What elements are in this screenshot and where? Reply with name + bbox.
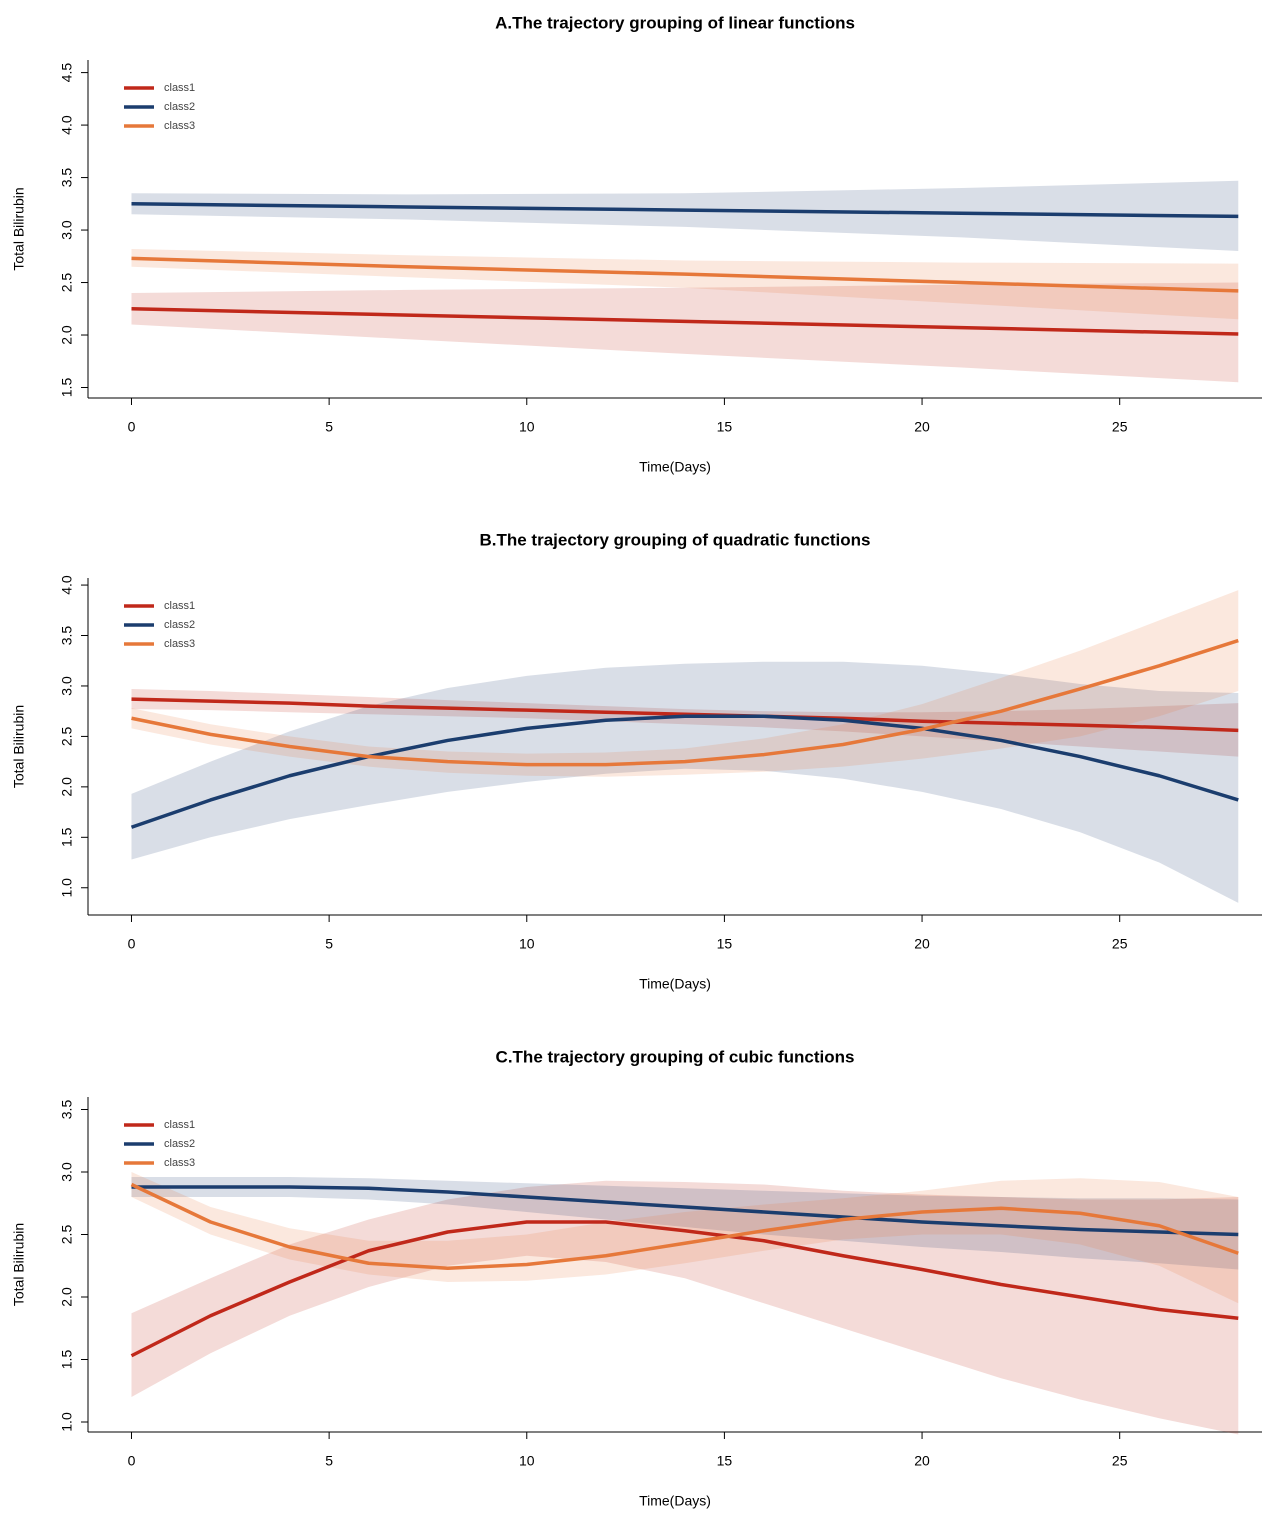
confidence-band	[131, 1172, 1239, 1304]
legend-label: class3	[164, 120, 195, 132]
y-tick-label: 3.5	[59, 1100, 75, 1120]
x-tick-label: 25	[1112, 419, 1128, 435]
series-line	[130, 1220, 1239, 1358]
series-line	[130, 714, 1239, 829]
x-axis-label: Time(Days)	[639, 1493, 711, 1509]
confidence-band	[131, 180, 1239, 252]
legend-label: class2	[164, 619, 195, 631]
chart-title: C.The trajectory grouping of cubic funct…	[496, 1047, 855, 1066]
panel: C.The trajectory grouping of cubic funct…	[11, 1047, 1262, 1509]
y-tick-label: 1.5	[59, 378, 75, 398]
x-tick-label: 10	[519, 1453, 535, 1469]
series-line	[131, 638, 1239, 767]
y-tick-label: 1.0	[59, 878, 75, 898]
y-tick-label: 2.0	[59, 1287, 75, 1307]
legend-label: class2	[164, 101, 195, 113]
confidence-band	[131, 1177, 1239, 1270]
series-line	[131, 256, 1239, 293]
series-line	[131, 307, 1239, 336]
y-tick-label: 3.0	[59, 1162, 75, 1182]
legend-label: class2	[164, 1138, 195, 1150]
legend-label: class1	[164, 82, 195, 94]
series-line	[130, 1182, 1239, 1270]
x-tick-label: 5	[325, 419, 333, 435]
x-tick-label: 5	[325, 936, 333, 952]
x-tick-label: 20	[914, 1453, 930, 1469]
series-line	[131, 1185, 1239, 1237]
x-tick-label: 25	[1112, 936, 1128, 952]
legend-label: class3	[164, 638, 195, 650]
y-tick-label: 3.5	[59, 626, 75, 646]
y-axis-label: Total Bilirubin	[11, 187, 27, 270]
confidence-band	[131, 1180, 1239, 1435]
x-tick-label: 10	[519, 936, 535, 952]
y-tick-label: 2.5	[59, 273, 75, 293]
x-tick-label: 5	[325, 1453, 333, 1469]
y-tick-label: 4.0	[59, 115, 75, 135]
y-tick-label: 3.5	[59, 168, 75, 188]
legend-label: class3	[164, 1157, 195, 1169]
panel: B.The trajectory grouping of quadratic f…	[11, 530, 1262, 992]
x-tick-label: 10	[519, 419, 535, 435]
y-tick-label: 1.5	[59, 827, 75, 847]
y-tick-label: 3.0	[59, 220, 75, 240]
x-tick-label: 25	[1112, 1453, 1128, 1469]
x-axis-label: Time(Days)	[639, 976, 711, 992]
x-tick-label: 15	[717, 936, 733, 952]
series-line	[131, 697, 1239, 733]
series-line	[131, 202, 1239, 219]
y-tick-label: 2.5	[59, 1225, 75, 1245]
legend-label: class1	[164, 1119, 195, 1131]
x-tick-label: 0	[128, 1453, 136, 1469]
confidence-band	[131, 590, 1239, 777]
y-tick-label: 4.0	[59, 575, 75, 595]
chart-title: A.The trajectory grouping of linear func…	[495, 13, 855, 32]
y-axis-label: Total Bilirubin	[11, 1223, 27, 1306]
y-tick-label: 1.5	[59, 1350, 75, 1370]
x-tick-label: 15	[717, 419, 733, 435]
y-tick-label: 2.5	[59, 726, 75, 746]
x-tick-label: 20	[914, 936, 930, 952]
panel: A.The trajectory grouping of linear func…	[11, 13, 1262, 475]
y-tick-label: 2.0	[59, 777, 75, 797]
x-tick-label: 15	[717, 1453, 733, 1469]
confidence-band	[131, 282, 1239, 383]
legend-label: class1	[164, 600, 195, 612]
x-tick-label: 20	[914, 419, 930, 435]
y-tick-label: 1.0	[59, 1412, 75, 1432]
chart-title: B.The trajectory grouping of quadratic f…	[479, 530, 870, 549]
y-tick-label: 4.5	[59, 63, 75, 83]
y-axis-label: Total Bilirubin	[11, 705, 27, 788]
y-tick-label: 2.0	[59, 325, 75, 345]
x-axis-label: Time(Days)	[639, 459, 711, 475]
x-tick-label: 0	[128, 419, 136, 435]
y-tick-label: 3.0	[59, 676, 75, 696]
x-tick-label: 0	[128, 936, 136, 952]
